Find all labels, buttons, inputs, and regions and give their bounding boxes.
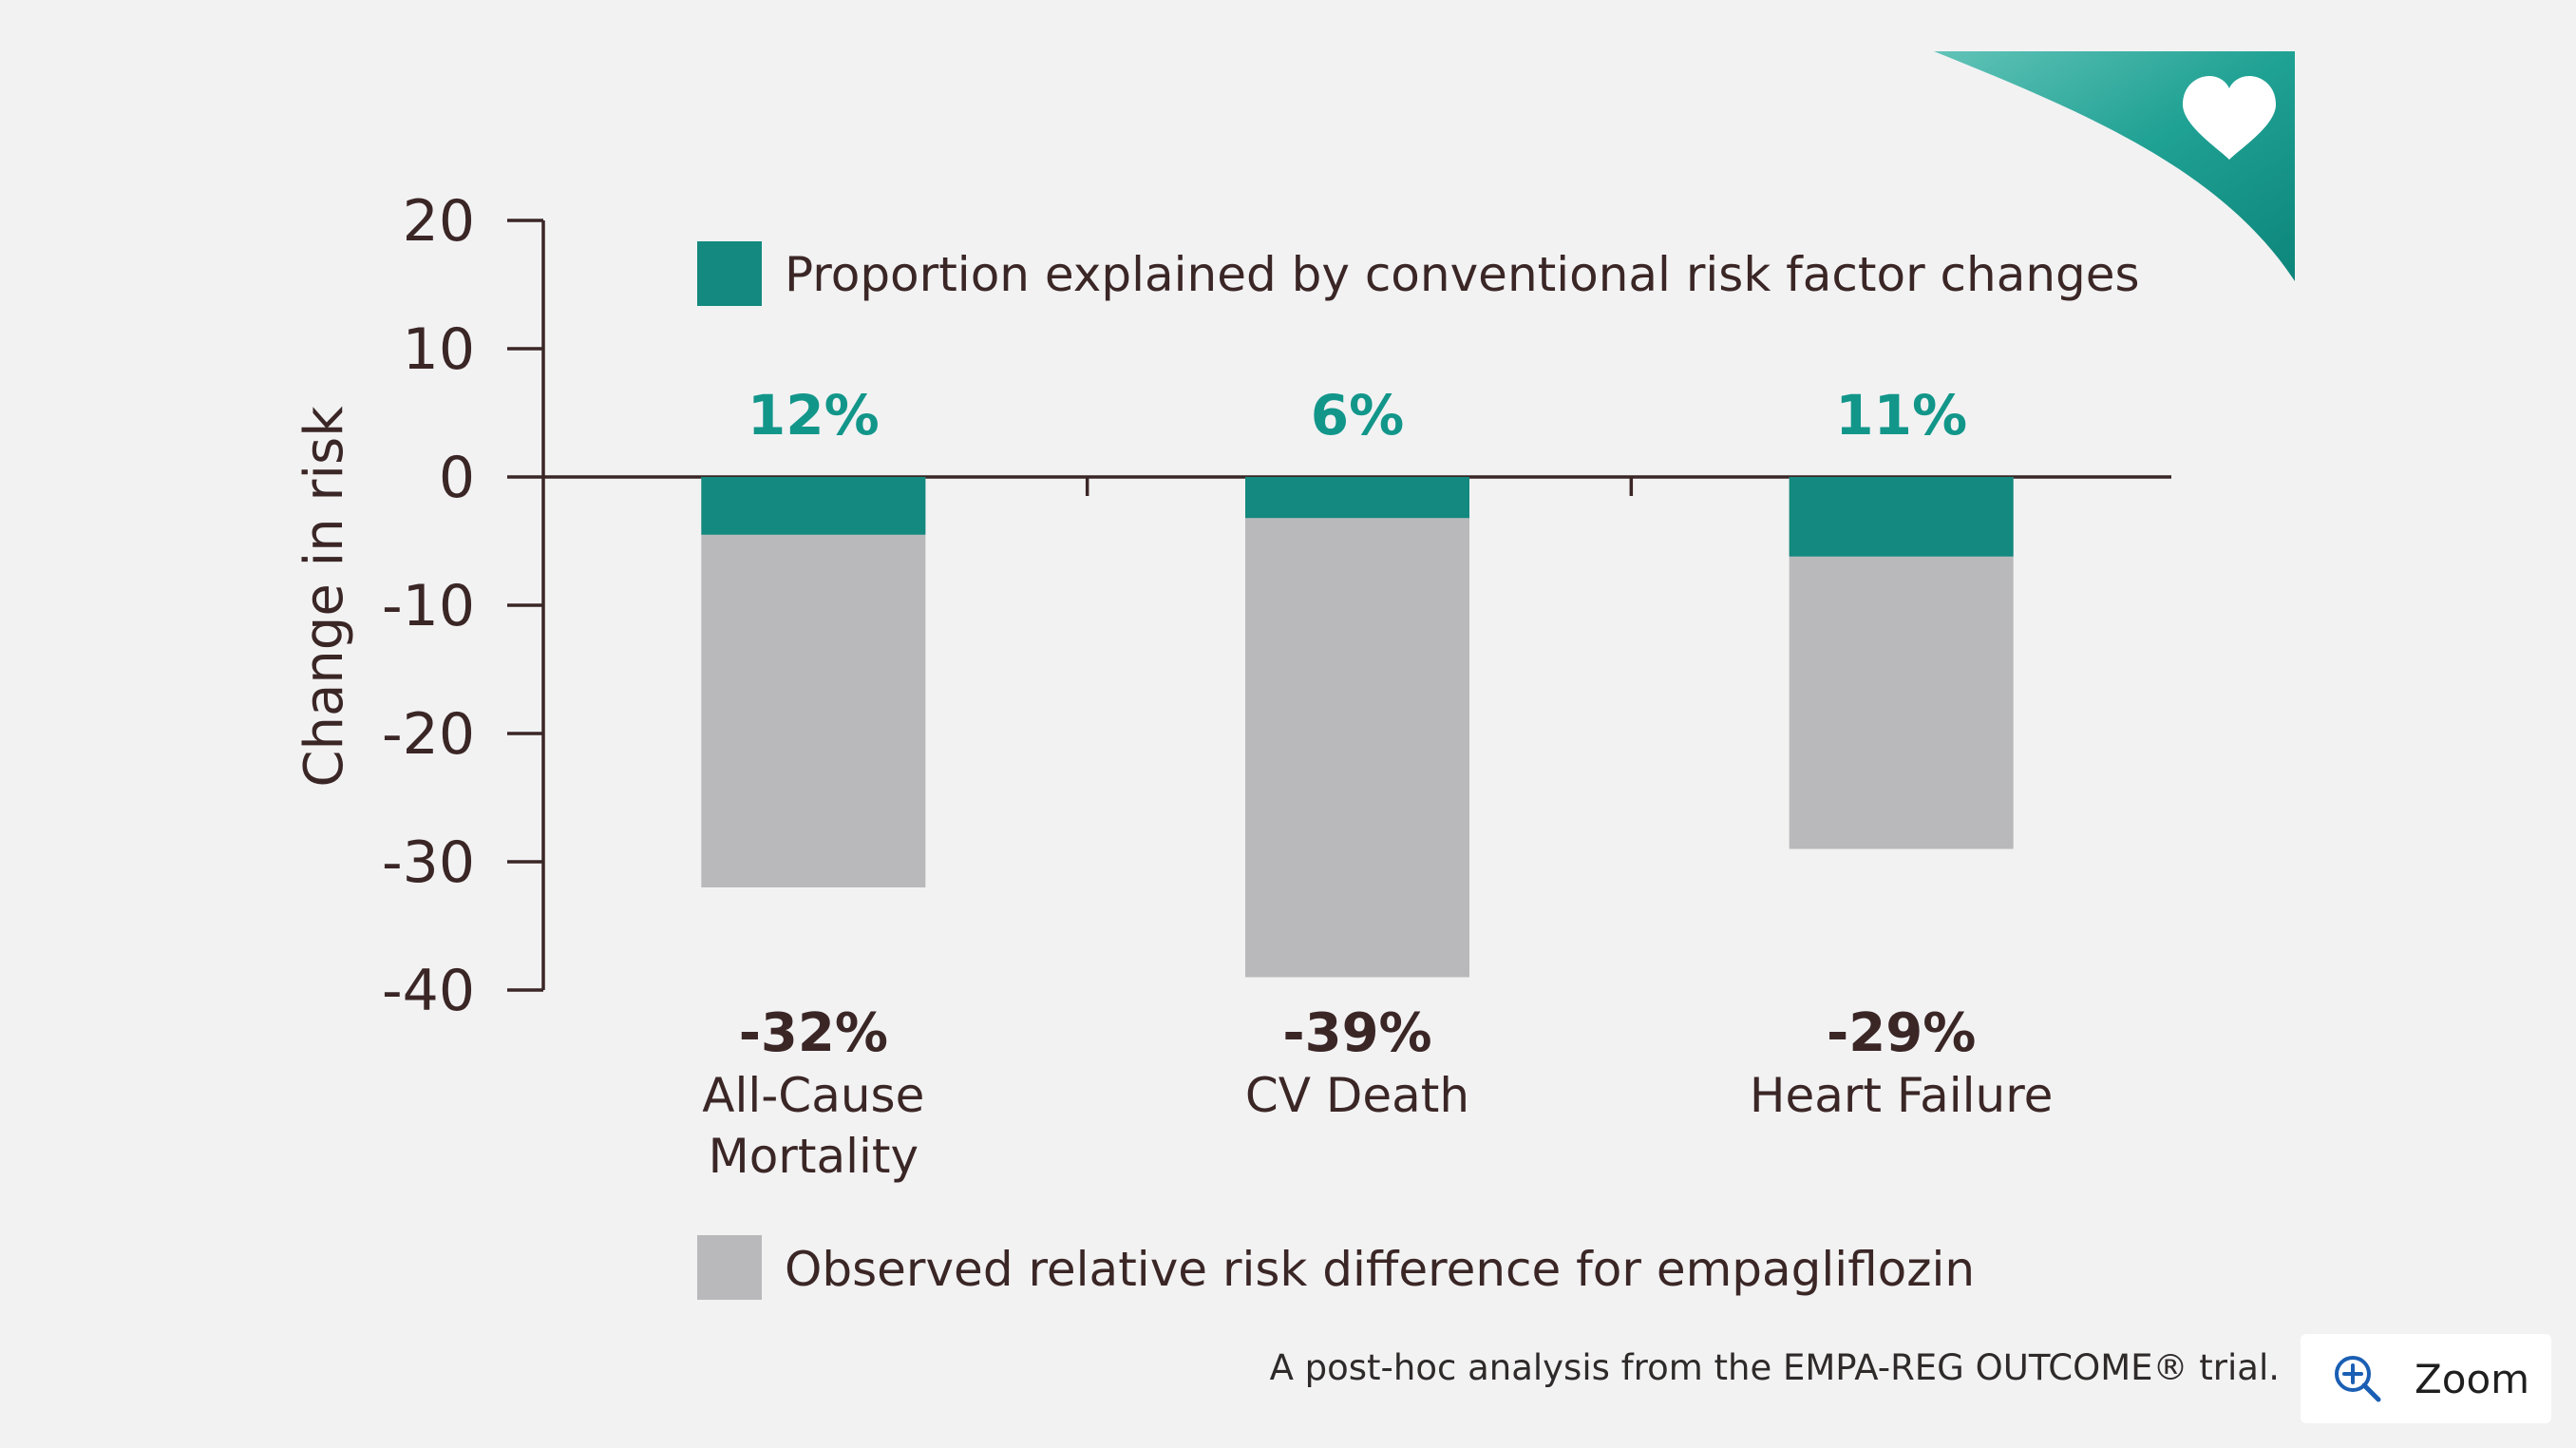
- heart-icon: [2183, 76, 2276, 160]
- bars: 12% -32%All-Cause Mortality 6% -39%CV Death 1…: [701, 383, 2053, 1184]
- bar-observed: [701, 477, 926, 887]
- y-tick-label: -40: [382, 958, 475, 1024]
- legend-swatch-conventional: [697, 241, 762, 306]
- conventional-pct-label: 6%: [1311, 383, 1404, 448]
- y-tick-label: -10: [382, 573, 475, 639]
- conventional-pct-label: 12%: [748, 383, 880, 448]
- x-axis-ticks: [1085, 477, 1634, 496]
- category-label: Heart Failure: [1750, 1068, 2054, 1123]
- category-label: CV Death: [1245, 1068, 1469, 1123]
- category-label: Mortality: [709, 1129, 919, 1184]
- bar-conventional: [1789, 477, 2014, 557]
- y-tick-label: 0: [439, 445, 475, 511]
- legend-top: Proportion explained by conventional ris…: [697, 241, 2140, 306]
- y-tick-label: -30: [382, 829, 475, 896]
- observed-pct-label: -29%: [1827, 1002, 1976, 1064]
- bar-conventional: [701, 477, 926, 535]
- corner-decoration: [1934, 51, 2295, 281]
- category-label: All-Cause: [702, 1068, 924, 1123]
- bar-group: 6% -39%CV Death: [1245, 383, 1469, 1123]
- zoom-in-icon: [2335, 1356, 2381, 1402]
- y-axis-label: Change in risk: [294, 406, 355, 788]
- conventional-pct-label: 11%: [1835, 383, 1967, 448]
- y-tick-label: -20: [382, 701, 475, 768]
- y-tick-label: 10: [403, 316, 475, 383]
- zoom-label: Zoom: [2415, 1355, 2530, 1402]
- bar-group: 11% -29%Heart Failure: [1750, 383, 2054, 1123]
- y-tick-label: 20: [403, 188, 475, 255]
- bar-observed: [1245, 477, 1469, 978]
- legend-label-observed: Observed relative risk difference for em…: [785, 1242, 1975, 1297]
- footnote: A post-hoc analysis from the EMPA-REG OU…: [1269, 1347, 2280, 1388]
- legend-swatch-observed: [697, 1235, 762, 1300]
- legend-label-conventional: Proportion explained by conventional ris…: [785, 247, 2140, 302]
- bar-group: 12% -32%All-Cause Mortality: [701, 383, 926, 1184]
- zoom-button[interactable]: Zoom: [2301, 1334, 2551, 1423]
- observed-pct-label: -32%: [739, 1002, 888, 1064]
- observed-pct-label: -39%: [1282, 1002, 1431, 1064]
- legend-bottom: Observed relative risk difference for em…: [697, 1235, 1975, 1300]
- bar-conventional: [1245, 477, 1469, 519]
- y-axis-ticks: 20 10 0 -10 -20 -30 -40: [382, 188, 543, 1024]
